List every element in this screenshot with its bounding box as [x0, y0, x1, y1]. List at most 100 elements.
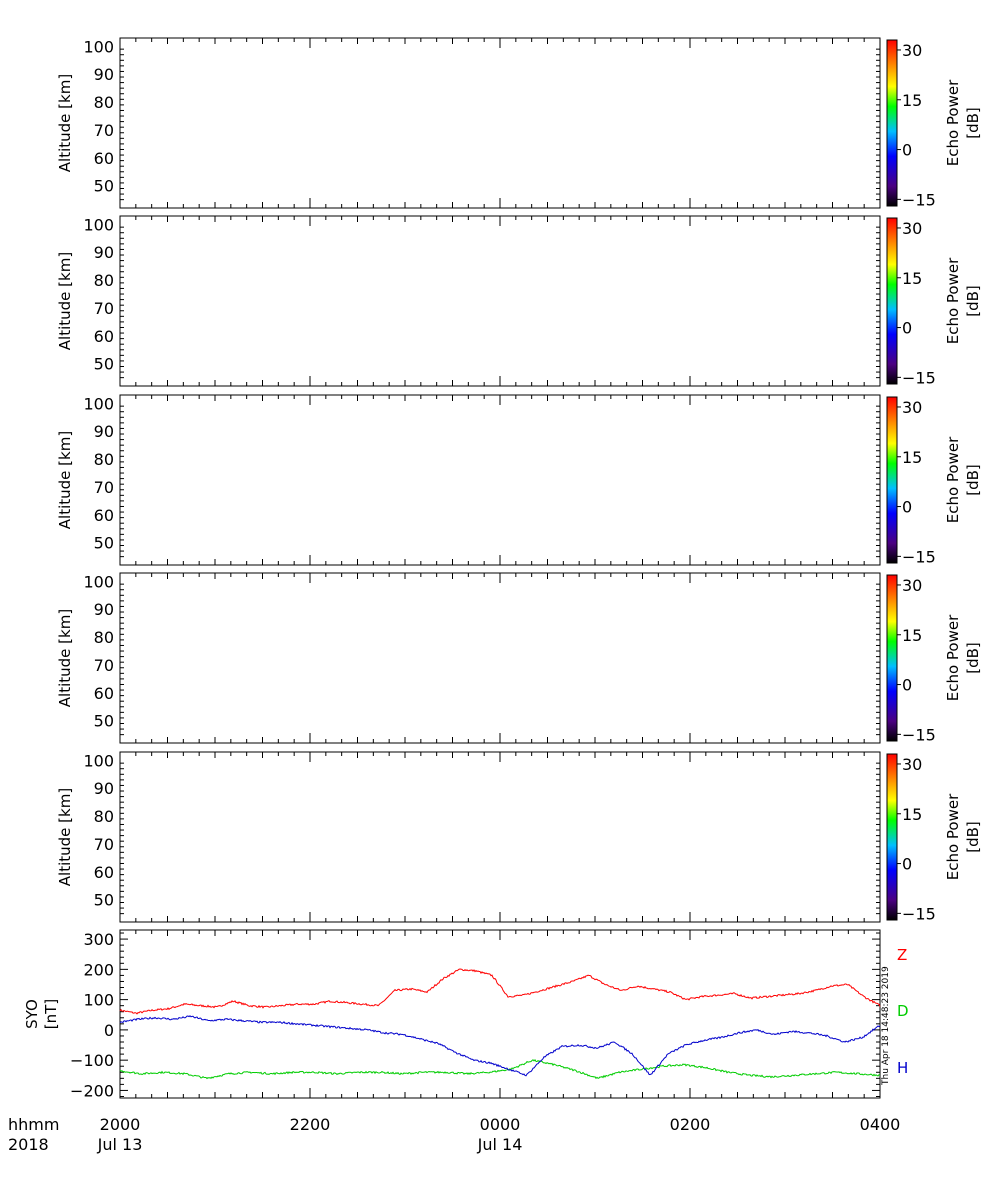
colorbar-unit: [dB] [964, 821, 982, 853]
y-tick-label: 50 [94, 891, 114, 910]
y-tick-label: 60 [94, 684, 114, 703]
y-tick-label: 70 [94, 656, 114, 675]
colorbar-tick-label: 15 [902, 448, 922, 467]
colorbar [886, 574, 898, 742]
y-axis-label: SYO [23, 999, 41, 1029]
colorbar-label: Echo Power [944, 79, 962, 166]
y-tick-label: 60 [94, 506, 114, 525]
plot-frame [119, 37, 881, 209]
x-tick-label: 0400 [860, 1115, 901, 1134]
y-tick-label: −200 [70, 1081, 114, 1100]
y-tick-label: 70 [94, 121, 114, 140]
colorbar [886, 753, 898, 921]
radar-panel-1: 50 60 70 80 90 100 Altitude [km] 30 15 0 −15 Echo P… [56, 37, 982, 209]
colorbar-tick-label: 15 [902, 91, 922, 110]
y-axis-label: Altitude [km] [56, 74, 74, 172]
x-tick-label: 2200 [290, 1115, 331, 1134]
y-tick-label: 70 [94, 299, 114, 318]
y-axis-label: Altitude [km] [56, 431, 74, 529]
timestamp-stamp: Thu Apr 18 14:48:23 2019 [881, 966, 891, 1086]
radar-panel-5: 50 60 70 80 90 100 Altitude [km] 30 15 0 −15 Echo P… [56, 751, 982, 923]
colorbar-tick-label: 30 [902, 219, 922, 238]
colorbar-tick-label: 0 [902, 855, 912, 874]
legend-Z: Z [897, 946, 907, 964]
colorbar-tick-label: 0 [902, 141, 912, 160]
x-tick-label: 0000 [480, 1115, 521, 1134]
x-header-year: 2018 [8, 1135, 49, 1154]
colorbar-unit: [dB] [964, 107, 982, 139]
colorbar-tick-label: −15 [902, 368, 936, 387]
y-tick-label: 90 [94, 600, 114, 619]
y-tick-label: 100 [83, 751, 114, 770]
colorbar-tick-label: 30 [902, 755, 922, 774]
y-tick-label: 100 [83, 572, 114, 591]
plot-frame [119, 751, 881, 923]
y-tick-label: 50 [94, 712, 114, 731]
date-label: Jul 13 [97, 1135, 143, 1154]
colorbar-label: Echo Power [944, 614, 962, 701]
colorbar-tick-label: −15 [902, 190, 936, 209]
y-tick-label: 90 [94, 422, 114, 441]
colorbar-tick-label: 0 [902, 676, 912, 695]
colorbar-tick-label: 15 [902, 269, 922, 288]
series-line-Z [119, 968, 881, 1015]
y-tick-label: 0 [104, 1021, 114, 1040]
y-tick-label: 100 [83, 37, 114, 56]
colorbar-tick-label: 30 [902, 576, 922, 595]
y-tick-label: 80 [94, 93, 114, 112]
colorbar-tick-label: 15 [902, 805, 922, 824]
x-tick-label: 0200 [670, 1115, 711, 1134]
y-tick-label: 200 [83, 960, 114, 979]
plot-frame [119, 215, 881, 387]
x-tick-label: 2000 [100, 1115, 141, 1134]
legend-H: H [897, 1059, 908, 1077]
colorbar-tick-label: 30 [902, 398, 922, 417]
colorbar-tick-label: −15 [902, 547, 936, 566]
colorbar-unit: [dB] [964, 464, 982, 496]
y-tick-label: 90 [94, 65, 114, 84]
colorbar-tick-label: −15 [902, 904, 936, 923]
radar-panel-3: 50 60 70 80 90 100 Altitude [km] 30 15 0 −15 Echo P… [56, 394, 982, 566]
y-axis-label: Altitude [km] [56, 252, 74, 350]
series-line-H [119, 1015, 881, 1077]
plot-frame [119, 929, 881, 1099]
y-tick-label: 100 [83, 991, 114, 1010]
legend-D: D [897, 1002, 909, 1020]
plot-frame [119, 394, 881, 566]
y-tick-label: 80 [94, 807, 114, 826]
magnetometer-panel: −200 −100 0 100 200 300 SYO [nT] Z D H Thu Apr 18 1… [23, 929, 909, 1100]
y-tick-label: 100 [83, 215, 114, 234]
y-tick-label: 80 [94, 628, 114, 647]
date-label: Jul 14 [477, 1135, 523, 1154]
colorbar-tick-label: 30 [902, 41, 922, 60]
y-tick-label: 100 [83, 394, 114, 413]
colorbar-unit: [dB] [964, 642, 982, 674]
radar-panel-4: 50 60 70 80 90 100 Altitude [km] 30 15 0 −15 Echo P… [56, 572, 982, 744]
colorbar [886, 396, 898, 564]
y-tick-label: 300 [83, 930, 114, 949]
y-tick-label: 60 [94, 327, 114, 346]
colorbar-label: Echo Power [944, 436, 962, 523]
y-tick-label: 70 [94, 478, 114, 497]
y-tick-label: 80 [94, 450, 114, 469]
colorbar-label: Echo Power [944, 793, 962, 880]
x-header-hhmm: hhmm [8, 1115, 59, 1134]
y-tick-label: 80 [94, 271, 114, 290]
y-tick-label: 50 [94, 534, 114, 553]
y-axis-label: Altitude [km] [56, 788, 74, 886]
y-tick-label: 50 [94, 355, 114, 374]
y-tick-label: 50 [94, 177, 114, 196]
y-tick-label: 90 [94, 243, 114, 262]
colorbar-label: Echo Power [944, 257, 962, 344]
y-axis-label: Altitude [km] [56, 609, 74, 707]
colorbar-tick-label: −15 [902, 725, 936, 744]
radar-panels: 50 60 70 80 90 100 Altitude [km] 30 15 0 −15 Echo P… [56, 37, 982, 923]
y-tick-label: −100 [70, 1051, 114, 1070]
colorbar-unit: [dB] [964, 285, 982, 317]
series-line-D [119, 1058, 881, 1080]
colorbar [886, 217, 898, 385]
radar-panel-2: 50 60 70 80 90 100 Altitude [km] 30 15 0 −15 Echo P… [56, 215, 982, 387]
colorbar-tick-label: 15 [902, 626, 922, 645]
